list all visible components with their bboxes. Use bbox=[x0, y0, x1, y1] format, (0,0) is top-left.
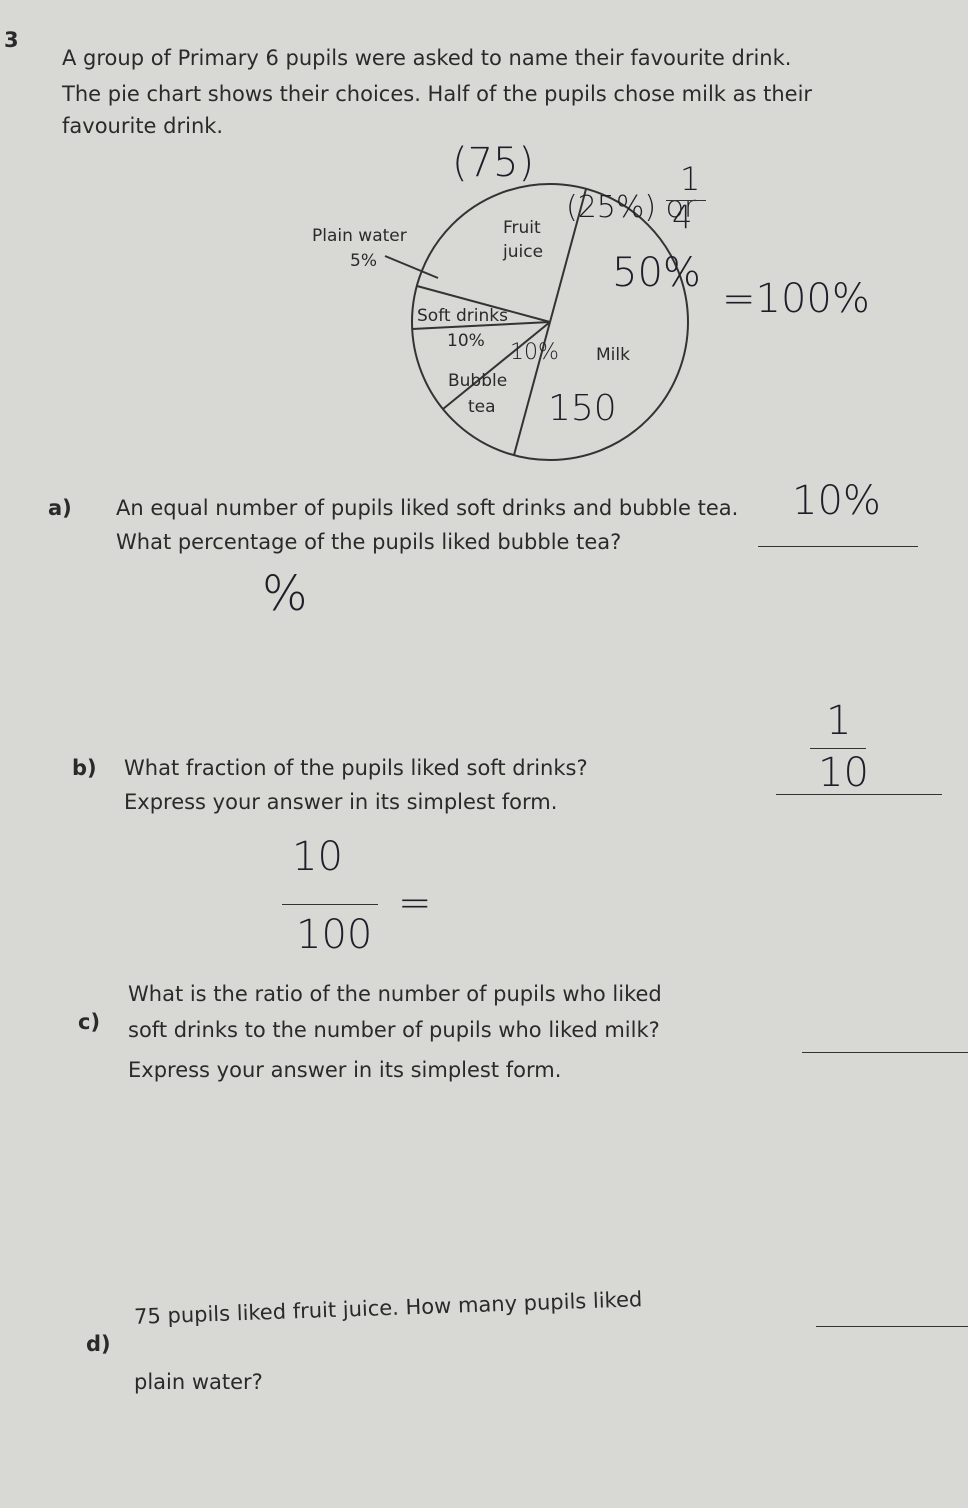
question-text: An equal number of pupils liked soft dri… bbox=[116, 496, 739, 520]
question-text: plain water? bbox=[134, 1370, 263, 1394]
question-number: 3 bbox=[4, 28, 19, 52]
handwriting: 10% bbox=[510, 340, 559, 365]
pie-label: tea bbox=[468, 397, 496, 417]
question-letter: a) bbox=[48, 496, 72, 520]
handwriting: =100% bbox=[722, 276, 870, 322]
question-text: What fraction of the pupils liked soft d… bbox=[124, 756, 588, 780]
question-letter: d) bbox=[86, 1332, 111, 1356]
handwriting: = bbox=[398, 880, 432, 926]
handwriting: 4 bbox=[672, 198, 693, 236]
pie-label: 5% bbox=[350, 251, 377, 271]
question-text: 75 pupils liked fruit juice. How many pu… bbox=[133, 1287, 643, 1329]
handwriting: 150 bbox=[548, 388, 617, 429]
question-letter: b) bbox=[72, 756, 97, 780]
question-letter: c) bbox=[78, 1010, 101, 1034]
pie-label: 10% bbox=[447, 331, 485, 351]
question-text: Express your answer in its simplest form… bbox=[128, 1058, 562, 1082]
question-text: What is the ratio of the number of pupil… bbox=[128, 982, 662, 1006]
pie-label: juice bbox=[502, 242, 543, 262]
pie-label: Soft drinks bbox=[417, 306, 508, 326]
pie-label: Milk bbox=[596, 345, 630, 365]
pie-label: Plain water bbox=[312, 226, 407, 246]
intro: favourite drink. bbox=[62, 114, 224, 138]
handwriting: 1 bbox=[826, 698, 852, 744]
intro: The pie chart shows their choices. Half … bbox=[62, 82, 813, 106]
handwriting: 50% bbox=[612, 250, 701, 296]
pie-chart: Plain water 5% Fruit juice Soft drinks 1… bbox=[312, 183, 689, 461]
handwriting: (75) bbox=[452, 140, 535, 186]
handwriting: 10 bbox=[292, 834, 343, 880]
question-text: What percentage of the pupils liked bubb… bbox=[116, 530, 622, 554]
pie-label: Bubble bbox=[448, 371, 507, 391]
handwriting: 100 bbox=[296, 912, 373, 958]
intro: A group of Primary 6 pupils were asked t… bbox=[62, 46, 792, 70]
question-text: soft drinks to the number of pupils who … bbox=[128, 1018, 660, 1042]
handwriting: (25%) or bbox=[566, 190, 697, 225]
question-text: Express your answer in its simplest form… bbox=[124, 790, 558, 814]
pie-label: Fruit bbox=[503, 218, 541, 238]
handwriting: 1 bbox=[680, 160, 701, 198]
handwriting: 10 bbox=[818, 750, 869, 796]
handwriting: % bbox=[262, 566, 308, 622]
handwriting: 10% bbox=[792, 478, 881, 524]
